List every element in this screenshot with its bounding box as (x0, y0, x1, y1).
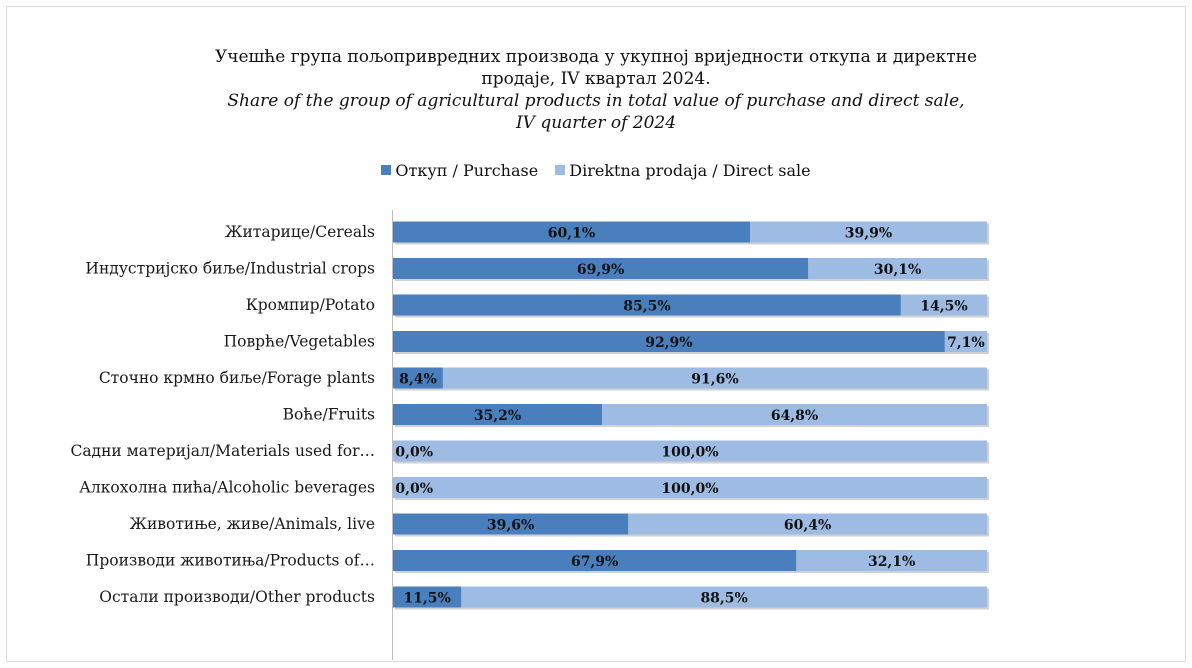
bar-direct-sale (628, 513, 987, 535)
data-label-purchase: 39,6% (487, 518, 534, 534)
chart-legend: Откуп / Purchase Direktna prodaja / Dire… (0, 160, 1192, 180)
data-label-purchase: 0,0% (395, 445, 433, 461)
category-label: Животиње, живе/Animals, live (130, 515, 375, 533)
category-label: Индустријско биље/Industrial crops (85, 260, 375, 278)
data-label-direct-sale: 39,9% (845, 226, 892, 242)
data-label-purchase: 85,5% (623, 299, 670, 315)
category-label: Житарице/Cereals (225, 223, 375, 241)
title-line-2: продаје, IV квартал 2024. (481, 69, 711, 89)
legend-item-direct-sale: Direktna prodaja / Direct sale (555, 160, 811, 180)
category-label: Сточно крмно биље/Forage plants (99, 369, 375, 387)
bar-direct-sale (442, 367, 987, 389)
legend-label-purchase: Откуп / Purchase (395, 160, 539, 180)
data-label-direct-sale: 100,0% (661, 445, 718, 461)
bar-purchase (393, 550, 797, 571)
bar-purchase (393, 367, 443, 389)
category-label: Садни материјал/Materials used for… (70, 442, 375, 460)
bar-purchase (393, 221, 750, 243)
category-label: Воће/Fruits (283, 406, 375, 424)
bar-direct-sale (749, 221, 987, 243)
data-label-direct-sale: 91,6% (691, 372, 738, 388)
bar-purchase (393, 331, 945, 352)
data-label-purchase: 8,4% (399, 372, 437, 388)
subtitle-line-1: Share of the group of agricultural produ… (227, 91, 965, 111)
legend-label-direct-sale: Direktna prodaja / Direct sale (569, 160, 811, 180)
subtitle-line-2: IV quarter of 2024 (515, 113, 677, 133)
data-label-direct-sale: 60,4% (784, 518, 831, 534)
legend-swatch-direct-sale (555, 165, 566, 175)
data-label-purchase: 0,0% (395, 481, 433, 497)
legend-item-purchase: Откуп / Purchase (381, 161, 538, 180)
bar-direct-sale (944, 331, 987, 352)
data-label-direct-sale: 14,5% (920, 299, 967, 315)
chart-title: Учешће група пољопривредних производа у … (0, 46, 1192, 134)
bar-direct-sale (602, 404, 987, 425)
bar-direct-sale (393, 440, 987, 462)
data-label-purchase: 67,9% (571, 554, 618, 570)
category-label: Поврће/Vegetables (224, 333, 375, 351)
data-label-purchase: 11,5% (403, 591, 450, 607)
bar-purchase (393, 404, 603, 425)
data-label-direct-sale: 88,5% (700, 591, 747, 607)
title-line-1: Учешће група пољопривредних производа у … (214, 47, 978, 67)
data-label-purchase: 35,2% (474, 408, 521, 424)
bar-purchase (393, 513, 629, 535)
bar-direct-sale (900, 294, 987, 316)
data-label-direct-sale: 30,1% (874, 262, 921, 278)
bar-direct-sale (808, 258, 987, 279)
bar-purchase (393, 586, 462, 608)
data-label-purchase: 60,1% (548, 226, 595, 242)
category-label: Остали производи/Other products (99, 588, 375, 606)
category-label: Алкохолна пића/Alcoholic beverages (79, 479, 375, 497)
data-label-direct-sale: 64,8% (771, 408, 818, 424)
bar-purchase (393, 294, 901, 316)
category-label: Кромпир/Potato (246, 296, 375, 314)
legend-swatch-purchase (381, 165, 392, 175)
data-label-purchase: 69,9% (577, 262, 624, 278)
bar-purchase (393, 258, 809, 279)
data-label-direct-sale: 7,1% (947, 335, 985, 351)
bar-direct-sale (796, 550, 987, 571)
data-label-direct-sale: 32,1% (868, 554, 915, 570)
bar-direct-sale (461, 586, 987, 608)
bar-direct-sale (393, 477, 987, 498)
data-label-purchase: 92,9% (645, 335, 692, 351)
data-label-direct-sale: 100,0% (661, 481, 718, 497)
category-label: Производи животиња/Products of… (86, 552, 375, 570)
